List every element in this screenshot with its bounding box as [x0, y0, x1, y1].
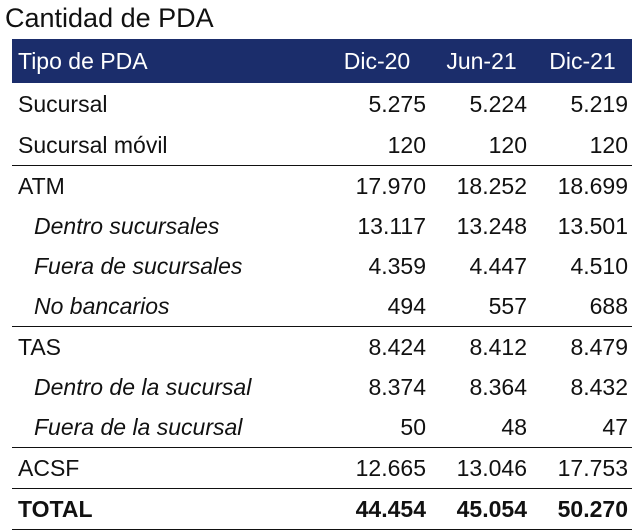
value-dic20: 13.117	[357, 212, 426, 239]
value-jun21: 48	[501, 413, 527, 440]
table-body: Sucursal 5.275 5.224 5.219 Sucursal móvil 120…	[12, 83, 632, 530]
value-dic21: 5.219	[570, 90, 628, 117]
value-jun21: 5.224	[469, 90, 527, 117]
value-dic21: 50.270	[531, 488, 632, 530]
row-label: ACSF	[12, 447, 322, 489]
value-dic20: 8.374	[368, 373, 426, 400]
table-row: Sucursal móvil 120 120 120	[12, 125, 632, 166]
row-label: ATM	[12, 165, 322, 206]
value-dic20: 120	[387, 131, 426, 158]
header-period-dic21: Dic-21	[549, 47, 616, 74]
value-dic20: 17.970	[322, 165, 430, 206]
table-header: Tipo de PDA Dic-20 Jun-21 Dic-21	[12, 39, 632, 83]
header-period-jun21: Jun-21	[446, 47, 517, 74]
value-dic21: 8.479	[531, 326, 632, 367]
value-dic21: 47	[602, 413, 628, 440]
value-dic21: 17.753	[531, 447, 632, 489]
row-label: Dentro de la sucursal	[34, 373, 252, 400]
table-title: Cantidad de PDA	[5, 3, 214, 33]
table-row: ATM 17.970 18.252 18.699	[12, 165, 632, 206]
table-row: Fuera de sucursales 4.359 4.447 4.510	[12, 246, 632, 286]
header-row: Tipo de PDA Dic-20 Jun-21 Dic-21	[12, 39, 632, 83]
header-label: Tipo de PDA	[18, 47, 148, 74]
row-label: Dentro sucursales	[34, 212, 220, 239]
row-label: Sucursal móvil	[18, 131, 168, 158]
value-jun21: 120	[488, 131, 527, 158]
row-label: TOTAL	[12, 488, 322, 530]
row-label: Fuera de sucursales	[34, 252, 243, 279]
row-label: TAS	[12, 326, 322, 367]
value-dic21: 8.432	[570, 373, 628, 400]
row-label: Sucursal	[18, 90, 108, 117]
value-jun21: 13.248	[456, 212, 527, 239]
value-dic21: 13.501	[557, 212, 628, 239]
value-jun21: 8.412	[430, 326, 531, 367]
table-row: TAS 8.424 8.412 8.479	[12, 326, 632, 367]
value-jun21: 18.252	[430, 165, 531, 206]
table-row: Dentro de la sucursal 8.374 8.364 8.432	[12, 367, 632, 407]
value-dic20: 12.665	[322, 447, 430, 489]
table-row: ACSF 12.665 13.046 17.753	[12, 447, 632, 489]
value-dic21: 18.699	[531, 165, 632, 206]
value-dic20: 494	[387, 292, 426, 319]
value-dic20: 4.359	[368, 252, 426, 279]
header-period-dic20: Dic-20	[343, 47, 411, 74]
pda-count-table: Tipo de PDA Dic-20 Jun-21 Dic-21 Sucursa…	[12, 39, 632, 530]
value-dic20: 50	[400, 413, 426, 440]
total-row: TOTAL 44.454 45.054 50.270	[12, 488, 632, 530]
row-label: Fuera de la sucursal	[34, 413, 243, 440]
value-dic20: 44.454	[322, 488, 430, 530]
table-row: Fuera de la sucursal 50 48 47	[12, 407, 632, 448]
value-dic20: 8.424	[322, 326, 430, 367]
value-dic21: 688	[589, 292, 628, 319]
value-dic21: 120	[589, 131, 628, 158]
value-jun21: 13.046	[430, 447, 531, 489]
table-row: Sucursal 5.275 5.224 5.219	[12, 83, 632, 125]
value-dic20: 5.275	[368, 90, 426, 117]
table-row: No bancarios 494 557 688	[12, 286, 632, 327]
row-label: No bancarios	[34, 292, 170, 319]
value-dic21: 4.510	[570, 252, 628, 279]
value-jun21: 557	[488, 292, 527, 319]
table-row: Dentro sucursales 13.117 13.248 13.501	[12, 206, 632, 246]
value-jun21: 4.447	[469, 252, 527, 279]
value-jun21: 8.364	[469, 373, 527, 400]
value-jun21: 45.054	[430, 488, 531, 530]
